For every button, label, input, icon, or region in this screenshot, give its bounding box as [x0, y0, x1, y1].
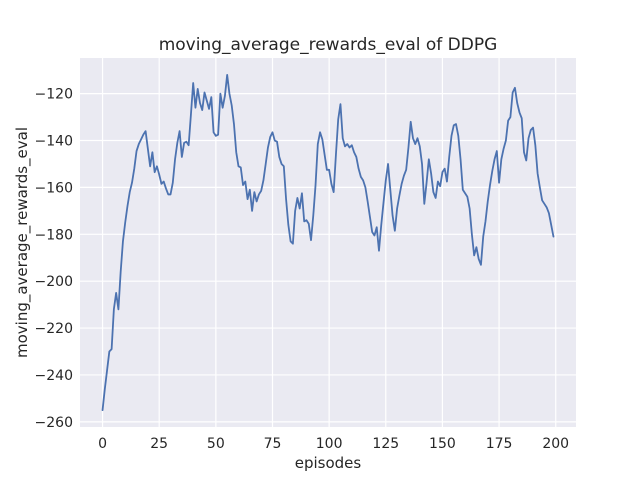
x-tick-label: 125 [372, 436, 399, 452]
y-gridlines [80, 93, 576, 423]
x-tick-label: 150 [429, 436, 456, 452]
x-tick-label: 25 [150, 436, 168, 452]
y-tick-label: −120 [35, 87, 73, 103]
x-tick-label: 0 [98, 436, 107, 452]
x-tick-label: 50 [207, 436, 225, 452]
y-tick-label: −160 [35, 180, 73, 196]
y-tick-labels: −120 −140 −160 −180 −200 −220 −240 −260 [35, 87, 73, 431]
x-tick-labels: 0 25 50 75 100 125 150 175 200 [98, 436, 569, 452]
x-tick-label: 100 [316, 436, 343, 452]
y-tick-label: −220 [35, 321, 73, 337]
y-tick-label: −260 [35, 415, 73, 431]
series-line [101, 73, 555, 412]
y-tick-label: −240 [35, 368, 73, 384]
chart-title: moving_average_rewards_eval of DDPG [159, 35, 498, 55]
y-tick-label: −180 [35, 227, 73, 243]
y-axis-label: moving_average_rewards_eval [13, 127, 32, 358]
x-tick-label: 175 [486, 436, 513, 452]
x-axis-label: episodes [295, 454, 362, 472]
plot-area [80, 58, 576, 427]
y-tick-label: −200 [35, 274, 73, 290]
x-gridlines [101, 58, 557, 427]
x-tick-label: 200 [542, 436, 569, 452]
y-tick-label: −140 [35, 134, 73, 150]
x-tick-label: 75 [264, 436, 282, 452]
